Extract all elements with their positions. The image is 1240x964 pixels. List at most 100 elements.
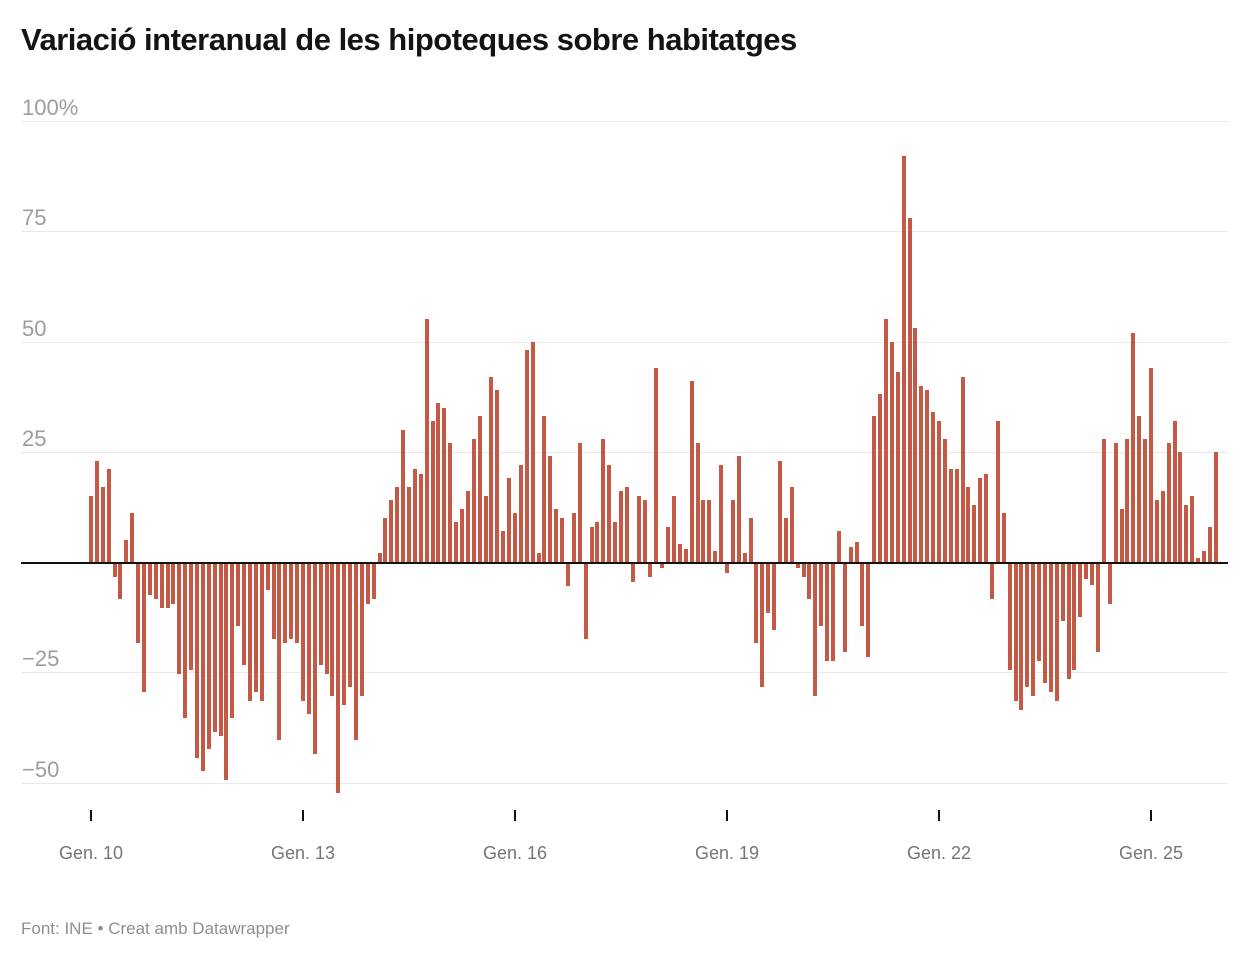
bar[interactable] (825, 564, 829, 661)
bar[interactable] (531, 342, 535, 563)
bar[interactable] (908, 218, 912, 562)
bar[interactable] (230, 564, 234, 718)
bar[interactable] (407, 487, 411, 562)
bar[interactable] (166, 564, 170, 608)
bar[interactable] (696, 443, 700, 562)
bar[interactable] (472, 439, 476, 562)
bar[interactable] (749, 518, 753, 562)
bar[interactable] (637, 496, 641, 562)
bar[interactable] (1178, 452, 1182, 562)
bar[interactable] (1167, 443, 1171, 562)
bar[interactable] (566, 564, 570, 586)
bar[interactable] (219, 564, 223, 736)
bar[interactable] (484, 496, 488, 562)
bar[interactable] (118, 564, 122, 599)
bar[interactable] (919, 386, 923, 562)
bar[interactable] (448, 443, 452, 562)
bar[interactable] (354, 564, 358, 740)
bar[interactable] (701, 500, 705, 562)
bar[interactable] (489, 377, 493, 562)
bar[interactable] (1014, 564, 1018, 701)
bar[interactable] (148, 564, 152, 595)
bar[interactable] (401, 430, 405, 562)
bar[interactable] (949, 469, 953, 562)
bar[interactable] (183, 564, 187, 718)
bar[interactable] (1184, 505, 1188, 562)
bar[interactable] (648, 564, 652, 577)
bar[interactable] (478, 416, 482, 562)
bar[interactable] (224, 564, 228, 780)
bar[interactable] (1120, 509, 1124, 562)
bar[interactable] (613, 522, 617, 562)
bar[interactable] (1031, 564, 1035, 696)
bar[interactable] (1125, 439, 1129, 562)
bar[interactable] (360, 564, 364, 696)
bar[interactable] (707, 500, 711, 562)
bar[interactable] (525, 350, 529, 562)
bar[interactable] (1196, 558, 1200, 562)
bar[interactable] (984, 474, 988, 562)
bar[interactable] (289, 564, 293, 639)
bar[interactable] (790, 487, 794, 562)
bar[interactable] (454, 522, 458, 562)
bar[interactable] (866, 564, 870, 657)
bar[interactable] (796, 564, 800, 568)
bar[interactable] (937, 421, 941, 562)
bar[interactable] (654, 368, 658, 562)
bar[interactable] (1090, 564, 1094, 585)
bar[interactable] (124, 540, 128, 562)
bar[interactable] (890, 342, 894, 563)
bar[interactable] (666, 527, 670, 562)
bar[interactable] (336, 564, 340, 793)
bar[interactable] (1149, 368, 1153, 562)
bar[interactable] (672, 496, 676, 562)
bar[interactable] (802, 564, 806, 577)
bar[interactable] (584, 564, 588, 639)
bar[interactable] (442, 408, 446, 562)
bar[interactable] (1002, 513, 1006, 562)
bar[interactable] (784, 518, 788, 562)
bar[interactable] (195, 564, 199, 758)
bar[interactable] (1131, 333, 1135, 562)
bar[interactable] (1061, 564, 1065, 621)
bar[interactable] (1043, 564, 1047, 683)
bar[interactable] (1096, 564, 1100, 652)
bar[interactable] (1067, 564, 1071, 679)
bar[interactable] (902, 156, 906, 562)
bar[interactable] (107, 469, 111, 562)
bar[interactable] (501, 531, 505, 562)
bar[interactable] (307, 564, 311, 714)
bar[interactable] (1037, 564, 1041, 661)
bar[interactable] (1202, 551, 1206, 562)
bar[interactable] (978, 478, 982, 562)
bar[interactable] (1155, 500, 1159, 562)
bar[interactable] (601, 439, 605, 562)
bar[interactable] (713, 551, 717, 562)
bar[interactable] (819, 564, 823, 626)
bar[interactable] (419, 474, 423, 562)
bar[interactable] (1190, 496, 1194, 562)
bar[interactable] (431, 421, 435, 562)
bar[interactable] (95, 461, 99, 562)
bar[interactable] (760, 564, 764, 687)
bar[interactable] (436, 403, 440, 562)
bar[interactable] (1025, 564, 1029, 687)
bar[interactable] (1161, 491, 1165, 562)
bar[interactable] (943, 439, 947, 562)
bar[interactable] (1084, 564, 1088, 579)
bar[interactable] (1102, 439, 1106, 562)
bar[interactable] (996, 421, 1000, 562)
bar[interactable] (260, 564, 264, 701)
bar[interactable] (990, 564, 994, 599)
bar[interactable] (130, 513, 134, 562)
bar[interactable] (872, 416, 876, 562)
bar[interactable] (925, 390, 929, 562)
bar[interactable] (325, 564, 329, 674)
bar[interactable] (913, 328, 917, 562)
bar[interactable] (283, 564, 287, 643)
bar[interactable] (849, 547, 853, 562)
bar[interactable] (189, 564, 193, 670)
bar[interactable] (460, 509, 464, 562)
bar[interactable] (295, 564, 299, 643)
bar[interactable] (778, 461, 782, 562)
